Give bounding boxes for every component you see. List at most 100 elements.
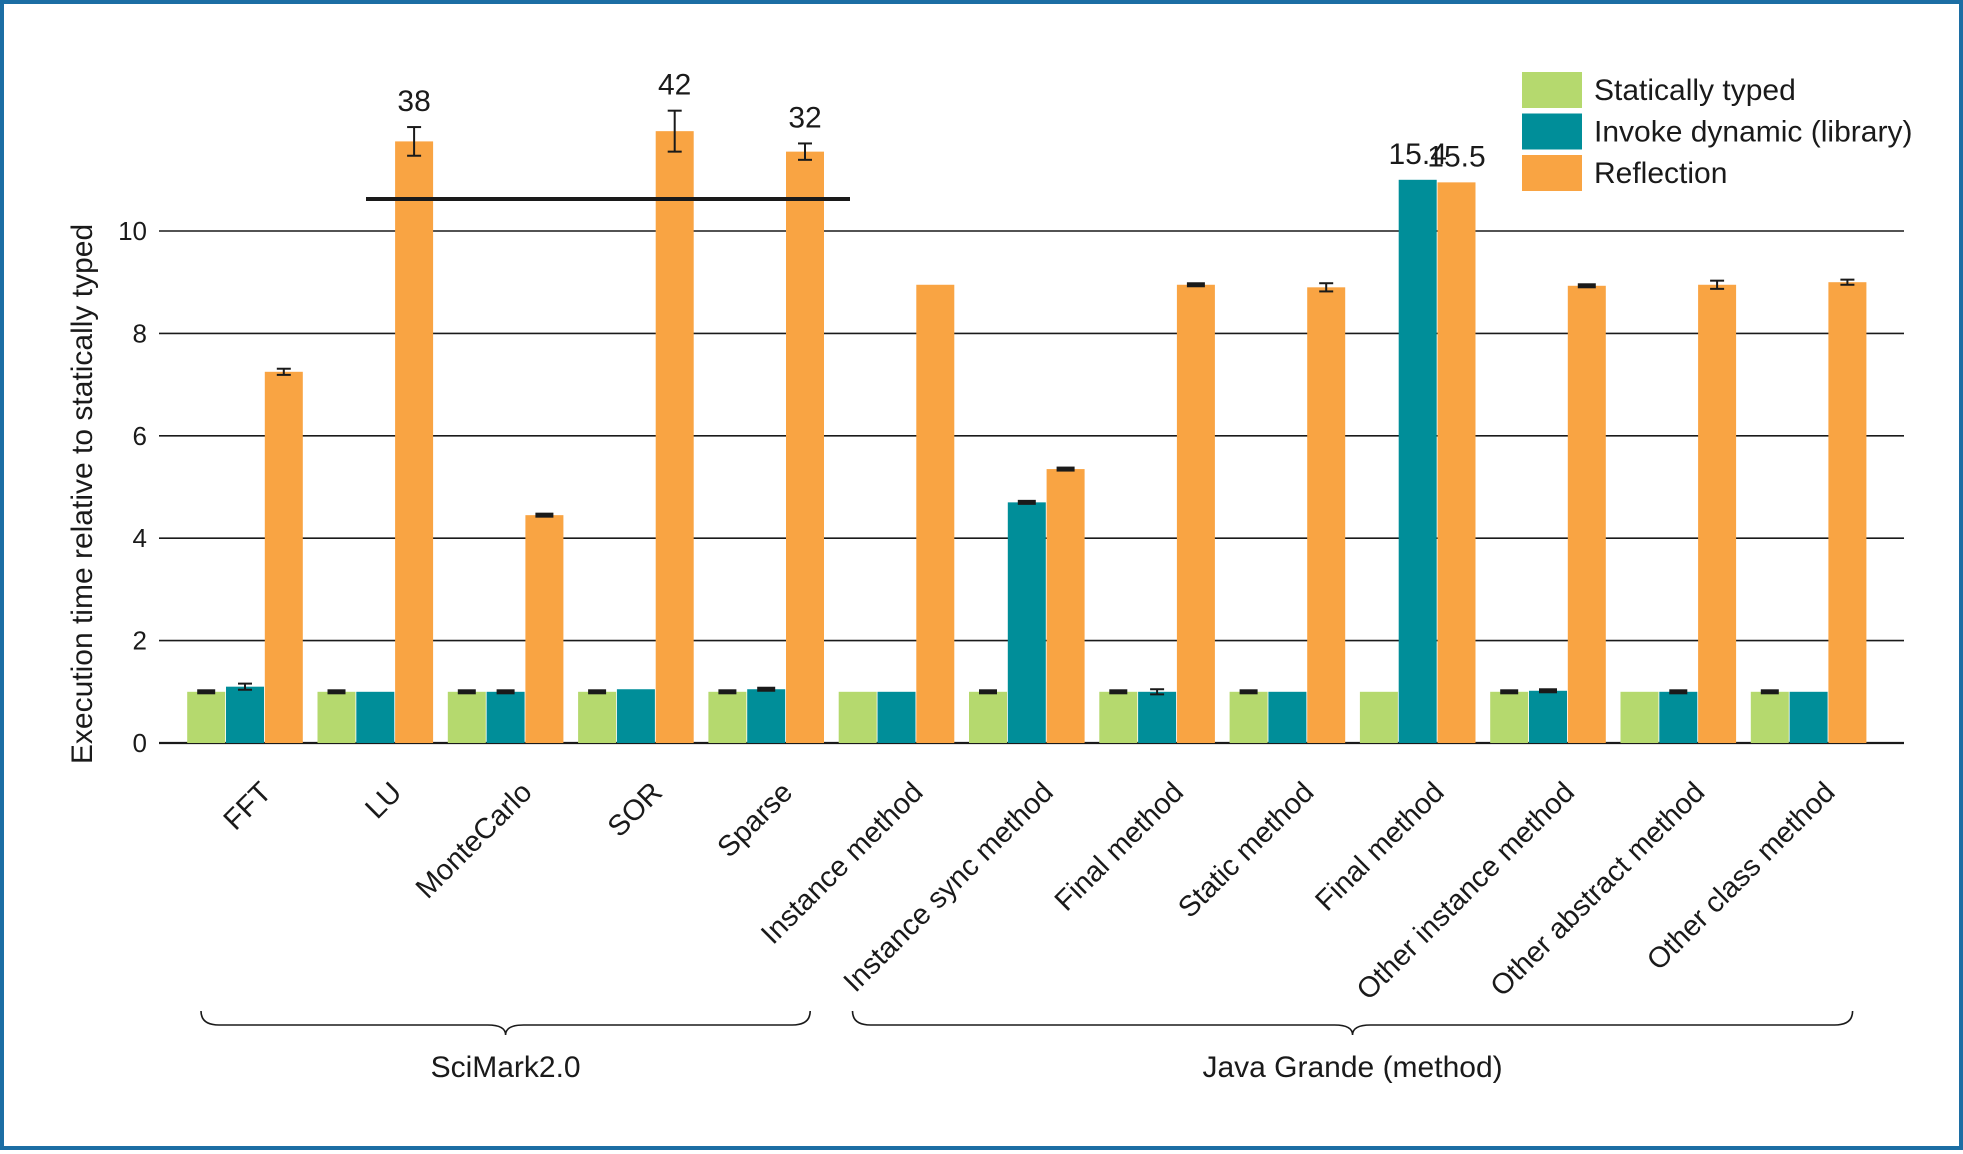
bar-chart: 0 2 4 6 8 10 38 42 32 15.415.5 FFT LU MonteCarlo SO… — [66, 69, 1912, 1084]
group-brackets: SciMark2.0 Java Grande (method) — [200, 1010, 1854, 1084]
y-tick-label: 0 — [133, 728, 147, 758]
error-bar — [1840, 278, 1855, 286]
bar-statically-typed-12 — [1750, 691, 1789, 743]
bar-invoke-dynamic-library--10 — [1529, 690, 1567, 743]
error-bar — [1319, 282, 1334, 293]
y-tick-label: 8 — [133, 318, 147, 348]
y-tick-label: 10 — [118, 216, 147, 246]
bar-statically-typed-2 — [447, 691, 486, 743]
bar-statically-typed-11 — [1620, 691, 1659, 743]
value-annotations: 38 42 32 15.415.5 — [397, 69, 1485, 174]
category-label: SOR — [602, 776, 669, 843]
value-label: 38 — [397, 85, 430, 118]
legend-swatch — [1522, 113, 1582, 150]
error-bar — [457, 689, 476, 695]
error-bar — [1539, 688, 1557, 694]
y-tick-label: 4 — [133, 523, 147, 553]
bar-reflection-4 — [786, 151, 824, 743]
bar-invoke-dynamic-library--4 — [747, 689, 786, 743]
error-bar — [197, 689, 216, 695]
bars — [187, 131, 1867, 744]
bar-statically-typed-7 — [1099, 691, 1138, 743]
category-label: Other abstract method — [1485, 776, 1712, 1003]
bar-invoke-dynamic-library--9 — [1398, 179, 1437, 744]
error-bar — [1500, 689, 1519, 695]
bar-reflection-3 — [655, 131, 694, 743]
legend-label: Reflection — [1594, 157, 1727, 190]
bar-invoke-dynamic-library--11 — [1659, 691, 1698, 743]
bar-reflection-6 — [1046, 469, 1085, 743]
bar-invoke-dynamic-library--1 — [356, 691, 395, 743]
error-bar — [496, 689, 515, 695]
category-label: Final method — [1309, 776, 1450, 917]
error-bar — [1669, 689, 1688, 695]
category-label: Other instance method — [1351, 776, 1581, 1006]
category-label: Sparse — [712, 776, 800, 864]
error-bar — [757, 686, 776, 692]
bar-reflection-10 — [1567, 285, 1606, 743]
category-label: Final method — [1049, 776, 1190, 917]
category-label: Instance sync method — [838, 776, 1060, 998]
error-bar — [979, 689, 997, 695]
value-label: 15.5 — [1427, 140, 1485, 173]
category-label: MonteCarlo — [410, 776, 539, 905]
bar-invoke-dynamic-library--7 — [1138, 691, 1177, 743]
error-bar — [588, 689, 607, 695]
value-label: 32 — [788, 101, 821, 134]
y-axis-title: Execution time relative to statically ty… — [66, 224, 99, 764]
bar-statically-typed-6 — [969, 691, 1007, 743]
error-bar — [1186, 282, 1205, 288]
bar-statically-typed-8 — [1229, 691, 1268, 743]
legend: Statically typed Invoke dynamic (library)… — [1522, 72, 1912, 191]
error-bar — [1109, 689, 1128, 695]
bar-reflection-1 — [395, 141, 434, 743]
bar-invoke-dynamic-library--3 — [616, 689, 655, 743]
y-tick-label: 2 — [133, 626, 147, 656]
error-bar — [718, 689, 737, 695]
error-bar — [407, 126, 422, 157]
group-label: Java Grande (method) — [1202, 1051, 1502, 1084]
error-bar — [1239, 689, 1258, 695]
bar-statically-typed-3 — [578, 691, 617, 743]
error-bar — [238, 682, 252, 691]
error-bar — [667, 109, 682, 153]
bar-reflection-2 — [525, 515, 564, 743]
group-label: SciMark2.0 — [431, 1051, 581, 1084]
error-bar — [276, 367, 291, 376]
error-bar — [327, 689, 346, 695]
bar-statically-typed-1 — [317, 691, 356, 743]
error-bar — [1150, 688, 1165, 696]
bar-invoke-dynamic-library--6 — [1007, 502, 1046, 743]
bar-statically-typed-9 — [1359, 691, 1398, 743]
bar-statically-typed-4 — [708, 691, 747, 743]
legend-swatch — [1522, 155, 1582, 191]
legend-label: Statically typed — [1594, 74, 1796, 107]
error-bars — [197, 109, 1855, 696]
bar-invoke-dynamic-library--2 — [486, 691, 525, 743]
bar-invoke-dynamic-library--5 — [877, 691, 916, 743]
bar-reflection-9 — [1437, 182, 1476, 744]
bar-statically-typed-5 — [838, 691, 877, 743]
bar-invoke-dynamic-library--0 — [226, 686, 264, 743]
error-bar — [1760, 689, 1779, 695]
error-bar — [798, 142, 812, 161]
bar-reflection-0 — [264, 371, 303, 743]
bar-reflection-11 — [1698, 284, 1737, 743]
category-label: LU — [359, 776, 408, 825]
y-axis-ticks: 0 2 4 6 8 10 — [118, 216, 147, 758]
bar-reflection-8 — [1307, 287, 1346, 743]
legend-label: Invoke dynamic (library) — [1594, 116, 1912, 149]
bar-invoke-dynamic-library--8 — [1268, 691, 1307, 743]
bar-statically-typed-0 — [187, 691, 226, 743]
error-bar — [1017, 499, 1036, 505]
group-brace — [851, 1010, 1854, 1036]
group-brace — [200, 1010, 811, 1036]
bar-reflection-12 — [1828, 282, 1867, 743]
error-bar — [1577, 283, 1596, 289]
error-bar — [535, 512, 554, 518]
y-tick-label: 6 — [133, 421, 147, 451]
category-label: FFT — [218, 776, 278, 836]
error-bar — [1056, 466, 1075, 472]
bar-reflection-5 — [916, 284, 955, 743]
